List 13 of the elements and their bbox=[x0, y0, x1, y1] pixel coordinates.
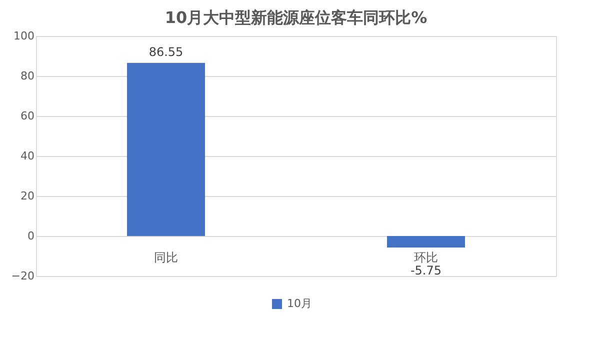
y-tick-label: 20 bbox=[20, 190, 34, 202]
x-tick-label: 同比 bbox=[154, 250, 178, 264]
y-tick-label: 40 bbox=[20, 150, 34, 162]
data-label: -5.75 bbox=[410, 264, 442, 278]
chart-title: 10月大中型新能源座位客车同环比% bbox=[164, 8, 428, 27]
y-tick-label: −20 bbox=[11, 270, 34, 282]
legend-label: 10月 bbox=[287, 297, 312, 310]
data-label: 86.55 bbox=[148, 44, 184, 59]
y-tick-label: 60 bbox=[20, 110, 34, 122]
x-tick-label: 环比 bbox=[414, 250, 438, 264]
y-tick-label: 100 bbox=[14, 30, 34, 42]
y-tick-label: 80 bbox=[20, 70, 34, 82]
y-tick-label: 0 bbox=[28, 230, 34, 242]
